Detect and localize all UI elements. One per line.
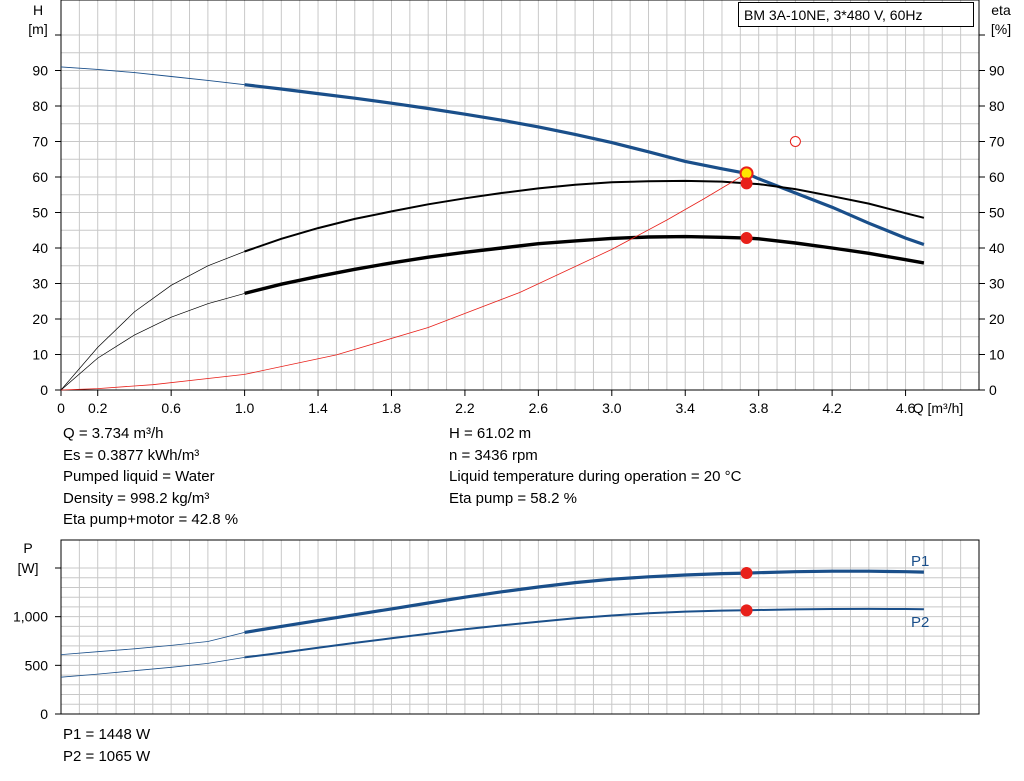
- plot-frame: [60, 0, 980, 391]
- x-tick-label: 4.6: [896, 400, 916, 416]
- y2-tick-label: 10: [989, 347, 1005, 363]
- x-tick-label: 2.2: [455, 400, 475, 416]
- eta-pump-curve: [244, 179, 925, 253]
- operating-point-marker: [740, 567, 753, 580]
- y-tick-label: 40: [32, 240, 48, 256]
- y-tick-label: 10: [32, 347, 48, 363]
- x-tick-label: 2.6: [529, 400, 549, 416]
- head-readout: H = 61.02 m: [449, 425, 532, 442]
- y2-tick-label: 40: [989, 240, 1005, 256]
- head-curve-extrapolated: [60, 66, 245, 86]
- y2-tick-label: 70: [989, 134, 1005, 150]
- x-tick-label: 3.4: [676, 400, 696, 416]
- power-readouts: P1 = 1448 W P2 = 1065 W: [63, 724, 150, 767]
- y2-tick-label: 90: [989, 63, 1005, 79]
- y-axis-label: H: [33, 2, 43, 18]
- y2-tick-label: 0: [989, 382, 997, 398]
- x-tick-label: 4.2: [822, 400, 842, 416]
- p1-readout: P1 = 1448 W: [63, 726, 151, 743]
- x-axis-label: Q [m³/h]: [913, 400, 964, 416]
- y-axis-unit: [m]: [28, 21, 47, 37]
- p2-curve-extrapolated: [60, 657, 245, 678]
- p1-curve-extrapolated: [60, 632, 245, 655]
- info-right: H = 61.02 m n = 3436 rpm Liquid temperat…: [449, 423, 741, 509]
- y-tick-label: 0: [40, 382, 48, 398]
- temperature-readout: Liquid temperature during operation = 20…: [449, 468, 742, 485]
- x-tick-label: 0.2: [88, 400, 108, 416]
- y2-tick-label: 80: [989, 98, 1005, 114]
- y-tick-label: 1,000: [13, 609, 48, 625]
- density-readout: Density = 998.2 kg/m³: [63, 489, 210, 507]
- y2-tick-label: 50: [989, 205, 1005, 221]
- y-tick-label: 80: [32, 98, 48, 114]
- y-tick-label: 50: [32, 205, 48, 221]
- y2-tick-label: 20: [989, 311, 1005, 327]
- head-curve: [244, 83, 925, 247]
- operating-point-marker: [740, 177, 753, 190]
- y-axis-label: P: [23, 540, 32, 556]
- y-tick-label: 500: [25, 657, 49, 673]
- x-tick-label: 3.8: [749, 400, 769, 416]
- y2-tick-label: 30: [989, 276, 1005, 292]
- eta-pump-motor-curve: [244, 234, 925, 296]
- operating-point-marker: [740, 604, 753, 617]
- energy-readout: Es = 0.3877 kWh/m³: [63, 446, 200, 464]
- chart-title: BM 3A-10NE, 3*480 V, 60Hz: [738, 2, 974, 27]
- system-curve: [60, 173, 747, 391]
- x-tick-label: 0: [57, 400, 65, 416]
- y-tick-label: 20: [32, 311, 48, 327]
- eta-total-readout: Eta pump+motor = 42.8 %: [63, 511, 239, 528]
- y2-axis-label: eta: [991, 2, 1011, 18]
- plot-frame: [60, 539, 980, 715]
- x-tick-label: 0.6: [161, 400, 181, 416]
- x-tick-label: 1.4: [308, 400, 328, 416]
- eta-pump-readout: Eta pump = 58.2 %: [449, 489, 577, 507]
- eta-pump-curve-extrapolated: [60, 251, 245, 391]
- operating-point-marker: [740, 232, 753, 245]
- p2-readout: P2 = 1065 W: [63, 747, 151, 765]
- p2-curve: [244, 607, 924, 659]
- y-tick-label: 0: [40, 706, 48, 720]
- x-tick-label: 1.8: [382, 400, 402, 416]
- x-tick-label: 1.0: [235, 400, 255, 416]
- info-left: Q = 3.734 m³/h Es = 0.3877 kWh/m³ Pumped…: [63, 423, 238, 531]
- y-tick-label: 90: [32, 63, 48, 79]
- y-tick-label: 30: [32, 276, 48, 292]
- requested-point-marker: [789, 136, 801, 147]
- speed-readout: n = 3436 rpm: [449, 446, 538, 464]
- y2-axis-unit: [%]: [991, 21, 1011, 37]
- p1-curve-label: P1: [911, 553, 929, 570]
- p2-curve-label: P2: [911, 614, 929, 631]
- liquid-readout: Pumped liquid = Water: [63, 468, 215, 485]
- y-axis-unit: [W]: [18, 560, 39, 576]
- power-chart: 0 500 1,000 P [W] P1 P2: [13, 539, 980, 720]
- p1-curve: [244, 569, 924, 634]
- y2-tick-label: 60: [989, 169, 1005, 185]
- flow-readout: Q = 3.734 m³/h: [63, 425, 164, 442]
- y-tick-label: 70: [32, 134, 48, 150]
- y-tick-label: 60: [32, 169, 48, 185]
- eta-pump-motor-curve-extrapolated: [60, 293, 245, 391]
- x-tick-label: 3.0: [602, 400, 622, 416]
